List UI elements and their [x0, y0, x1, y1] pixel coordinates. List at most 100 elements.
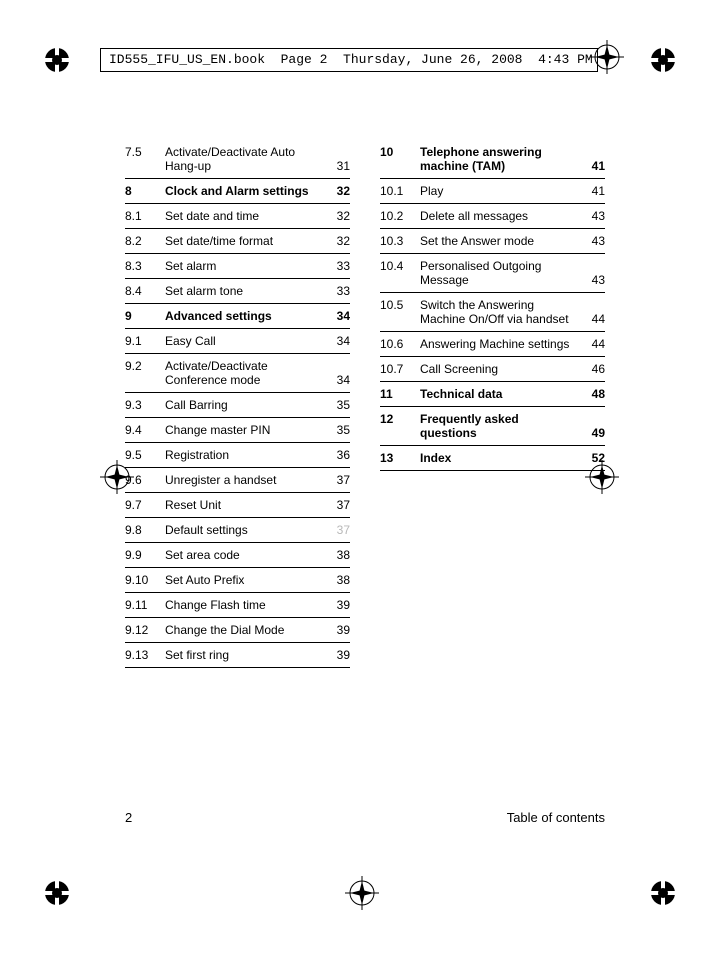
- toc-page-number: 35: [328, 398, 350, 412]
- toc-row: 9.7Reset Unit37: [125, 493, 350, 518]
- toc-row: 8.2Set date/time format32: [125, 229, 350, 254]
- toc-section-number: 9.5: [125, 448, 165, 462]
- toc-row: 9.13Set first ring39: [125, 643, 350, 668]
- toc-page-number: 35: [328, 423, 350, 437]
- toc-section-title: Play: [420, 184, 583, 198]
- toc-page-number: 41: [583, 159, 605, 173]
- toc-page-number: 48: [583, 387, 605, 401]
- toc-section-title: Change the Dial Mode: [165, 623, 328, 637]
- toc-row: 10.5Switch the Answering Machine On/Off …: [380, 293, 605, 332]
- toc-section-number: 9.11: [125, 598, 165, 612]
- toc-section-title: Change Flash time: [165, 598, 328, 612]
- toc-row: 9.4Change master PIN35: [125, 418, 350, 443]
- toc-page-number: 37: [328, 523, 350, 537]
- toc-section-number: 8.3: [125, 259, 165, 273]
- toc-section-number: 9.4: [125, 423, 165, 437]
- toc-row: 8Clock and Alarm settings32: [125, 179, 350, 204]
- toc-row: 9.12Change the Dial Mode39: [125, 618, 350, 643]
- toc-page-number: 34: [328, 309, 350, 323]
- toc-page-number: 46: [583, 362, 605, 376]
- toc-row: 9.8Default settings37: [125, 518, 350, 543]
- toc-section-number: 10.6: [380, 337, 420, 351]
- toc-section-number: 8.1: [125, 209, 165, 223]
- toc-row: 10.2Delete all messages43: [380, 204, 605, 229]
- toc-row: 7.5Activate/Deactivate Auto Hang-up31: [125, 140, 350, 179]
- toc-page-number: 31: [328, 159, 350, 173]
- frame-header: ID555_IFU_US_EN.book Page 2 Thursday, Ju…: [100, 48, 598, 72]
- toc-row: 8.4Set alarm tone33: [125, 279, 350, 304]
- toc-row: 12Frequently asked questions49: [380, 407, 605, 446]
- toc-page-number: 44: [583, 337, 605, 351]
- toc-section-title: Reset Unit: [165, 498, 328, 512]
- page-footer: 2 Table of contents: [125, 810, 605, 825]
- footer-title: Table of contents: [507, 810, 605, 825]
- toc-section-title: Advanced settings: [165, 309, 328, 323]
- toc-section-title: Technical data: [420, 387, 583, 401]
- toc-section-number: 10.2: [380, 209, 420, 223]
- toc-page-number: 39: [328, 623, 350, 637]
- toc-page-number: 34: [328, 373, 350, 387]
- toc-section-title: Activate/Deactivate Auto Hang-up: [165, 145, 328, 173]
- toc-row: 10Telephone answering machine (TAM)41: [380, 140, 605, 179]
- reg-mark-br: [648, 878, 678, 908]
- reg-mark-bl: [42, 878, 72, 908]
- toc-row: 9.11Change Flash time39: [125, 593, 350, 618]
- toc-row: 10.7Call Screening46: [380, 357, 605, 382]
- toc-section-title: Call Screening: [420, 362, 583, 376]
- toc-section-number: 9.7: [125, 498, 165, 512]
- toc-row: 9.3Call Barring35: [125, 393, 350, 418]
- toc-page-number: 39: [328, 598, 350, 612]
- toc-section-title: Set area code: [165, 548, 328, 562]
- toc-section-title: Unregister a handset: [165, 473, 328, 487]
- toc-right-column: 10Telephone answering machine (TAM)41 10.…: [380, 140, 605, 668]
- toc-section-title: Personalised Outgoing Message: [420, 259, 583, 287]
- toc-page-number: 37: [328, 473, 350, 487]
- toc-page-number: 44: [583, 312, 605, 326]
- toc-section-title: Registration: [165, 448, 328, 462]
- toc-section-number: 9: [125, 309, 165, 323]
- toc-row: 9.5Registration36: [125, 443, 350, 468]
- toc-section-number: 11: [380, 387, 420, 401]
- reg-mark-tl: [42, 45, 72, 75]
- toc-section-title: Default settings: [165, 523, 328, 537]
- toc-section-title: Set alarm: [165, 259, 328, 273]
- toc-section-title: Activate/Deactivate Conference mode: [165, 359, 328, 387]
- toc-section-title: Set date/time format: [165, 234, 328, 248]
- toc-section-number: 10: [380, 145, 420, 159]
- toc-row: 9.6Unregister a handset37: [125, 468, 350, 493]
- toc-section-title: Frequently asked questions: [420, 412, 583, 440]
- page-content: 7.5Activate/Deactivate Auto Hang-up318Cl…: [125, 140, 605, 668]
- toc-page-number: 43: [583, 209, 605, 223]
- toc-row: 8.1Set date and time32: [125, 204, 350, 229]
- toc-page-number: 33: [328, 284, 350, 298]
- toc-section-title: Index: [420, 451, 583, 465]
- toc-row: 11Technical data48: [380, 382, 605, 407]
- toc-page-number: 52: [583, 451, 605, 465]
- toc-section-number: 10.1: [380, 184, 420, 198]
- toc-section-number: 10.5: [380, 298, 420, 312]
- page-number: 2: [125, 810, 132, 825]
- toc-row: 13Index52: [380, 446, 605, 471]
- toc-page-number: 33: [328, 259, 350, 273]
- toc-section-title: Delete all messages: [420, 209, 583, 223]
- toc-section-title: Easy Call: [165, 334, 328, 348]
- toc-row: 9.9Set area code38: [125, 543, 350, 568]
- toc-section-number: 9.12: [125, 623, 165, 637]
- toc-row: 9.10Set Auto Prefix38: [125, 568, 350, 593]
- toc-section-title: Set Auto Prefix: [165, 573, 328, 587]
- toc-section-number: 7.5: [125, 145, 165, 159]
- toc-section-title: Switch the Answering Machine On/Off via …: [420, 298, 583, 326]
- toc-page-number: 37: [328, 498, 350, 512]
- toc-page-number: 43: [583, 273, 605, 287]
- toc-section-title: Call Barring: [165, 398, 328, 412]
- toc-row: 9.2Activate/Deactivate Conference mode34: [125, 354, 350, 393]
- toc-page-number: 38: [328, 573, 350, 587]
- toc-left-column: 7.5Activate/Deactivate Auto Hang-up318Cl…: [125, 140, 350, 668]
- toc-section-title: Set first ring: [165, 648, 328, 662]
- toc-section-number: 13: [380, 451, 420, 465]
- toc-page-number: 41: [583, 184, 605, 198]
- toc-page-number: 43: [583, 234, 605, 248]
- reg-mark-tr: [648, 45, 678, 75]
- toc-section-number: 9.10: [125, 573, 165, 587]
- frame-header-text: ID555_IFU_US_EN.book Page 2 Thursday, Ju…: [109, 52, 593, 67]
